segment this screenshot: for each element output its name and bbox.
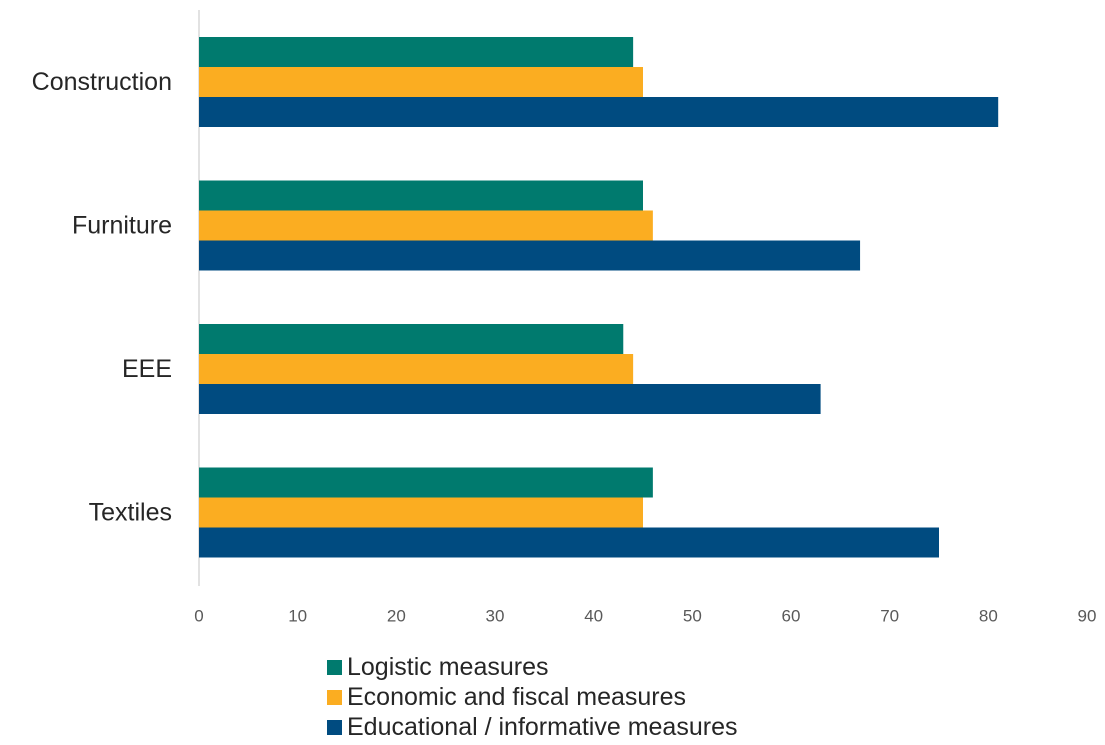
category-label-eee: EEE xyxy=(122,355,172,383)
legend-item-educational: Educational / informative measures xyxy=(327,712,737,742)
bar-textiles-logistic-measures xyxy=(199,468,653,498)
x-tick-label-30: 30 xyxy=(486,607,505,626)
legend-label-economic: Economic and fiscal measures xyxy=(347,682,686,712)
bar-furniture-logistic-measures xyxy=(199,181,643,211)
bar-construction-logistic-measures xyxy=(199,37,633,67)
x-tick-label-20: 20 xyxy=(387,607,406,626)
legend-swatch-educational xyxy=(327,720,342,735)
bars-group xyxy=(199,37,998,558)
bar-furniture-educational-informative-measures xyxy=(199,241,860,271)
bar-eee-economic-and-fiscal-measures xyxy=(199,354,633,384)
bar-furniture-economic-and-fiscal-measures xyxy=(199,211,653,241)
x-tick-label-70: 70 xyxy=(880,607,899,626)
x-tick-label-50: 50 xyxy=(683,607,702,626)
bar-textiles-economic-and-fiscal-measures xyxy=(199,498,643,528)
bar-eee-educational-informative-measures xyxy=(199,384,821,414)
bar-construction-educational-informative-measures xyxy=(199,97,998,127)
category-label-furniture: Furniture xyxy=(72,212,172,240)
x-tick-label-60: 60 xyxy=(782,607,801,626)
x-tick-label-80: 80 xyxy=(979,607,998,626)
x-tick-label-90: 90 xyxy=(1078,607,1097,626)
bar-textiles-educational-informative-measures xyxy=(199,528,939,558)
legend-item-economic: Economic and fiscal measures xyxy=(327,682,737,712)
x-tick-labels: 0 10 20 30 40 50 60 70 80 90 xyxy=(194,607,1096,626)
x-tick-label-40: 40 xyxy=(584,607,603,626)
legend-swatch-economic xyxy=(327,690,342,705)
legend-label-educational: Educational / informative measures xyxy=(347,712,737,742)
x-tick-label-10: 10 xyxy=(288,607,307,626)
legend-swatch-logistic xyxy=(327,660,342,675)
legend-label-logistic: Logistic measures xyxy=(347,652,548,682)
x-tick-label-0: 0 xyxy=(194,607,203,626)
bar-construction-economic-and-fiscal-measures xyxy=(199,67,643,97)
legend-item-logistic: Logistic measures xyxy=(327,652,737,682)
category-label-construction: Construction xyxy=(32,68,172,96)
legend: Logistic measures Economic and fiscal me… xyxy=(327,652,737,742)
category-labels: Construction Furniture EEE Textiles xyxy=(32,68,172,527)
bar-eee-logistic-measures xyxy=(199,324,623,354)
category-label-textiles: Textiles xyxy=(89,499,172,527)
